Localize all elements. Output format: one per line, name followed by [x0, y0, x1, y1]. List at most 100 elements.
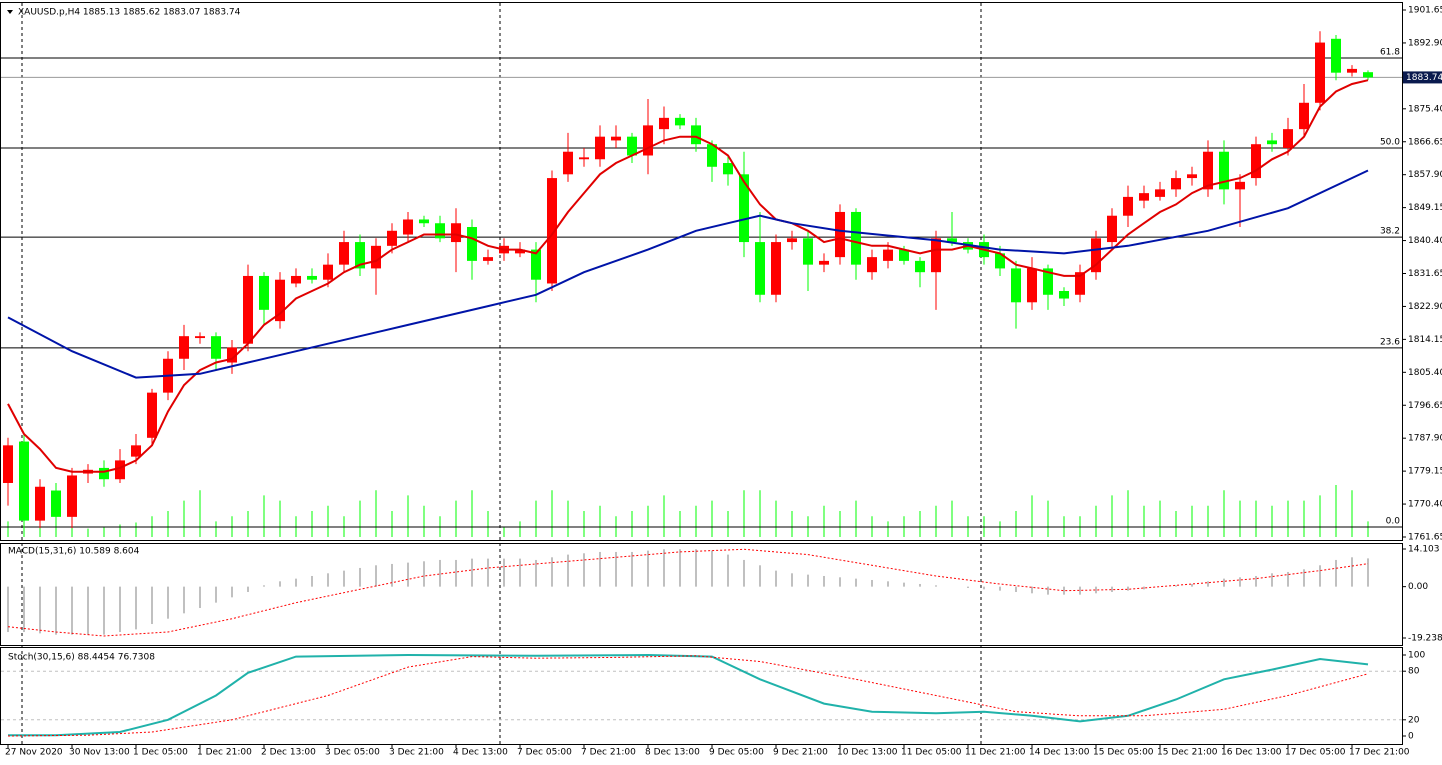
candle-body: [739, 174, 749, 243]
candle-body: [419, 219, 429, 224]
candle-body: [243, 275, 253, 344]
y-tick-label: 1840.40: [1408, 236, 1442, 246]
candle-body: [1091, 238, 1101, 273]
x-tick-label: 7 Dec 05:00: [517, 748, 572, 758]
candle-body: [867, 257, 877, 273]
x-tick-label: 15 Dec 21:00: [1157, 748, 1218, 758]
x-tick-label: 3 Dec 21:00: [389, 748, 444, 758]
fibo-label: 50.0: [1380, 137, 1400, 147]
candle-body: [131, 445, 141, 457]
candle-body: [1139, 193, 1149, 201]
candle-body: [451, 223, 461, 243]
x-tick-label: 4 Dec 13:00: [453, 748, 508, 758]
x-tick-label: 8 Dec 13:00: [645, 748, 700, 758]
candle-body: [323, 264, 333, 280]
candle-body: [1059, 291, 1069, 299]
y-tick-label: 1849.15: [1408, 203, 1442, 213]
y-tick-label: 1779.15: [1408, 467, 1442, 477]
main-frame: [0, 2, 1403, 541]
candle-body: [643, 125, 653, 156]
candle-body: [147, 392, 157, 438]
x-tick-label: 17 Dec 05:00: [1285, 748, 1346, 758]
candle-body: [579, 157, 589, 160]
candle-body: [995, 253, 1005, 269]
candle-body: [403, 219, 413, 235]
candle-body: [227, 347, 237, 363]
candle-body: [595, 136, 605, 160]
x-tick-label: 14 Dec 13:00: [1029, 748, 1090, 758]
y-tick-label: 1901.65: [1408, 6, 1442, 16]
candle-body: [1075, 272, 1085, 295]
candle-body: [1267, 140, 1277, 145]
candle-body: [1251, 144, 1261, 179]
fibo-label: 23.6: [1380, 337, 1400, 347]
candle-body: [1315, 42, 1325, 103]
candle-body: [899, 249, 909, 261]
candle-body: [819, 260, 829, 265]
candle-body: [627, 136, 637, 156]
candle-body: [51, 490, 61, 517]
candle-body: [259, 275, 269, 310]
x-tick-label: 9 Dec 21:00: [773, 748, 828, 758]
fibo-label: 38.2: [1380, 227, 1400, 237]
candle-body: [1219, 151, 1229, 190]
candle-body: [883, 249, 893, 261]
price-box-label: 1883.74: [1406, 73, 1442, 83]
candle-body: [387, 230, 397, 246]
candle-body: [1187, 174, 1197, 179]
candle-body: [547, 178, 557, 284]
candle-body: [1123, 196, 1133, 216]
candle-body: [435, 223, 445, 239]
y-tick-label: 1892.90: [1408, 38, 1442, 48]
y-tick-label: 14.103: [1408, 545, 1440, 555]
panel-frames: [0, 2, 1403, 745]
period-separators: [21, 3, 982, 745]
y-tick-label: 1822.90: [1408, 302, 1442, 312]
candle-body: [1283, 129, 1293, 148]
indicator-line: [7, 169, 1369, 379]
stoch-header: Stoch(30,15,6) 88.4454 76.7308: [8, 653, 155, 663]
candle-body: [1155, 189, 1165, 197]
candle-body: [275, 279, 285, 322]
y-tick-label: 0.00: [1408, 582, 1428, 592]
indicator-line: [7, 79, 1369, 473]
candle-body: [851, 211, 861, 265]
menu-triangle[interactable]: [7, 10, 13, 14]
y-tick-label: 1805.40: [1408, 368, 1442, 378]
y-tick-label: 1770.40: [1408, 500, 1442, 510]
candle-body: [1299, 102, 1309, 130]
candle-body: [755, 242, 765, 295]
y-tick-label: 80: [1408, 667, 1420, 677]
indicator-line: [7, 548, 1369, 637]
x-tick-label: 15 Dec 05:00: [1093, 748, 1154, 758]
candle-body: [1027, 268, 1037, 303]
candle-body: [723, 163, 733, 175]
symbol-header: XAUUSD.p,H4 1885.13 1885.62 1883.07 1883…: [18, 8, 241, 18]
candle-body: [947, 238, 957, 243]
x-tick-label: 1 Dec 21:00: [197, 748, 252, 758]
y-tick-label: 1796.65: [1408, 401, 1442, 411]
x-tick-label: 7 Dec 21:00: [581, 748, 636, 758]
y-tick-label: 20: [1408, 715, 1420, 725]
indicator-line: [8, 653, 1369, 737]
candle-body: [691, 125, 701, 145]
candle-body: [611, 136, 621, 141]
candle-body: [1331, 38, 1341, 73]
x-tick-label: 16 Dec 13:00: [1221, 748, 1282, 758]
x-tick-label: 17 Dec 21:00: [1349, 748, 1410, 758]
candle-body: [195, 336, 205, 339]
fibo-label: 0.0: [1386, 517, 1401, 527]
x-tick-label: 27 Nov 2020: [5, 748, 63, 758]
candle-body: [771, 242, 781, 295]
candle-body: [707, 144, 717, 167]
candle-body: [115, 460, 125, 480]
candle-body: [67, 475, 77, 517]
y-tick-label: 1866.65: [1408, 137, 1442, 147]
y-tick-label: 1761.65: [1408, 533, 1442, 543]
candle-body: [1011, 268, 1021, 303]
y-tick-label: 1831.65: [1408, 269, 1442, 279]
candle-body: [99, 467, 109, 480]
candle-body: [1363, 72, 1373, 78]
candle-body: [1171, 178, 1181, 190]
x-tick-label: 2 Dec 13:00: [261, 748, 316, 758]
